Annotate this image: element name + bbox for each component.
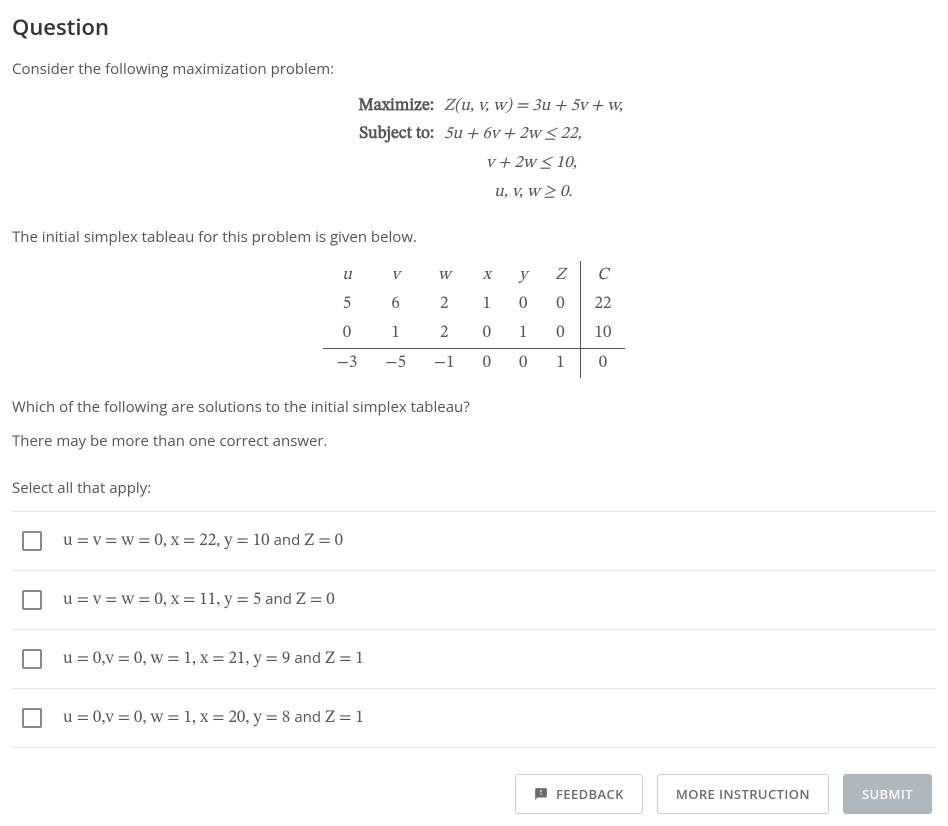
choice-3-text: u = 0,v = 0, w = 1, x = 21, y = 9 and Z …: [63, 648, 364, 670]
page-title: Question: [12, 12, 936, 42]
choice-1[interactable]: u = v = w = 0, x = 22, y = 10 and Z = 0: [12, 511, 936, 570]
feedback-button[interactable]: FEEDBACK: [515, 774, 643, 814]
col-c: C: [580, 261, 625, 290]
choice-2-checkbox[interactable]: [22, 590, 42, 610]
simplex-tableau: u v w x y Z C 5 6 2 1 0 0 22 0 1 2 0 1 0…: [323, 261, 626, 378]
col-v: v: [371, 261, 420, 290]
submit-label: SUBMIT: [862, 785, 913, 803]
more-instruction-label: MORE INSTRUCTION: [676, 785, 810, 803]
lp-formulation: Maximize: Z(u, v, w) = 3u + 5v + w, Subj…: [12, 93, 936, 209]
action-bar: FEEDBACK MORE INSTRUCTION SUBMIT: [12, 774, 936, 814]
choice-3-checkbox[interactable]: [22, 649, 42, 669]
col-w: w: [420, 261, 469, 290]
select-all-label: Select all that apply:: [12, 477, 936, 500]
question-text-2: There may be more than one correct answe…: [12, 430, 936, 453]
tableau-row: 5 6 2 1 0 0 22: [323, 290, 626, 319]
choice-2[interactable]: u = v = w = 0, x = 11, y = 5 and Z = 0: [12, 570, 936, 629]
constraint-3: u, v, w ≥ 0.: [494, 184, 572, 201]
constraint-2: v + 2w ≤ 10,: [486, 155, 577, 172]
feedback-icon: [534, 787, 548, 801]
col-z: Z: [541, 261, 580, 290]
more-instruction-button[interactable]: MORE INSTRUCTION: [657, 774, 829, 814]
tableau-row: −3 −5 −1 0 0 1 0: [323, 348, 626, 378]
tableau-header-row: u v w x y Z C: [323, 261, 626, 290]
constraint-1: 5u + 6v + 2w ≤ 22,: [444, 126, 582, 143]
choice-1-checkbox[interactable]: [22, 531, 42, 551]
tableau-intro: The initial simplex tableau for this pro…: [12, 226, 936, 249]
choice-4-checkbox[interactable]: [22, 708, 42, 728]
tableau-row: 0 1 2 0 1 0 10: [323, 319, 626, 349]
choices-list: u = v = w = 0, x = 22, y = 10 and Z = 0 …: [12, 511, 936, 748]
choice-2-text: u = v = w = 0, x = 11, y = 5 and Z = 0: [63, 589, 335, 611]
col-u: u: [323, 261, 372, 290]
objective-fn: Z(u, v, w) = 3u + 5v + w,: [444, 98, 623, 115]
choice-1-text: u = v = w = 0, x = 22, y = 10 and Z = 0: [63, 530, 343, 552]
intro-text: Consider the following maximization prob…: [12, 58, 936, 81]
col-x: x: [469, 261, 505, 290]
col-y: y: [505, 261, 541, 290]
subject-to-label: Subject to:: [244, 121, 444, 150]
submit-button[interactable]: SUBMIT: [843, 774, 932, 814]
maximize-label: Maximize:: [244, 93, 444, 122]
choice-3[interactable]: u = 0,v = 0, w = 1, x = 21, y = 9 and Z …: [12, 629, 936, 688]
choice-4-text: u = 0,v = 0, w = 1, x = 20, y = 8 and Z …: [63, 707, 364, 729]
feedback-label: FEEDBACK: [556, 785, 624, 803]
question-text-1: Which of the following are solutions to …: [12, 396, 936, 419]
choice-4[interactable]: u = 0,v = 0, w = 1, x = 20, y = 8 and Z …: [12, 688, 936, 748]
